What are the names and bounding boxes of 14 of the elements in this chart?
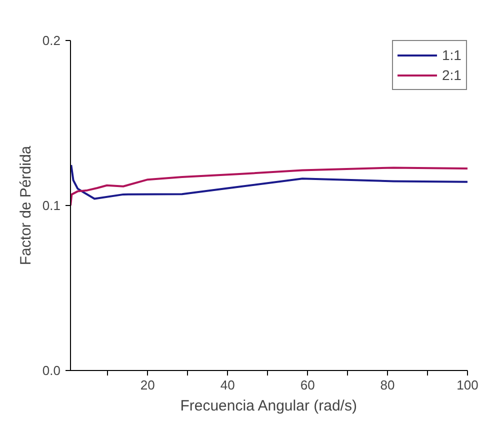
x-tick-label: 100: [456, 378, 478, 392]
x-tick-label: 20: [140, 378, 155, 392]
line-series: [70, 164, 468, 200]
line-series: [70, 166, 468, 206]
legend-label: 2:1: [442, 67, 462, 83]
legend-label: 1:1: [442, 47, 462, 63]
y-axis-title: Factor de Pérdida: [17, 145, 34, 266]
x-tick-label: 40: [220, 378, 235, 392]
x-tick-label: 80: [380, 378, 395, 392]
y-tick-label: 0.1: [42, 198, 61, 213]
x-tick-label: 60: [300, 378, 315, 392]
y-tick-label: 0.2: [42, 33, 61, 48]
x-axis-title: Frecuencia Angular (rad/s): [180, 398, 357, 414]
text: 0.0: [42, 363, 61, 378]
